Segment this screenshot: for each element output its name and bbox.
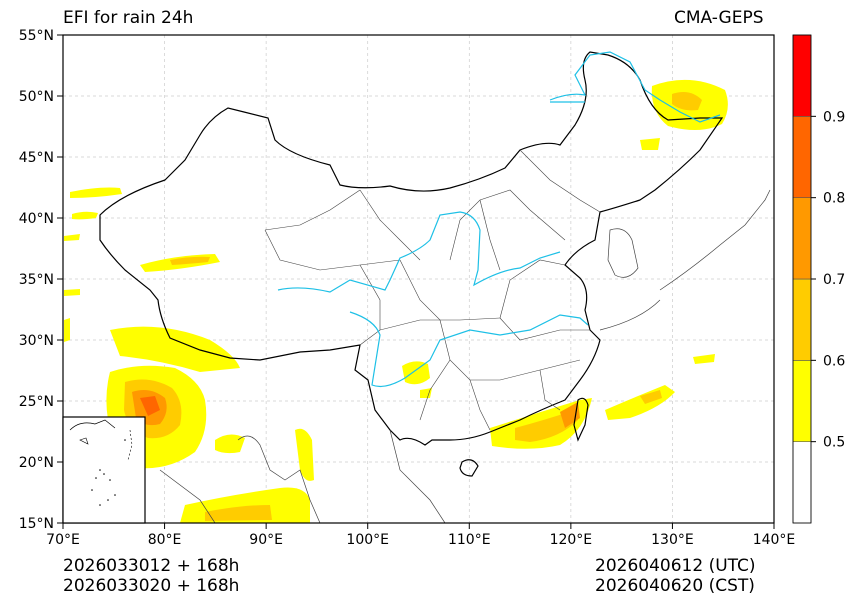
colorbar-segment xyxy=(792,197,812,280)
lon-tick-label: 130°E xyxy=(651,532,694,548)
lat-tick-label: 40°N xyxy=(19,211,54,227)
colorbar-tick-label: 0.5 xyxy=(823,435,845,451)
colorbar-tick-label: 0.6 xyxy=(823,353,845,369)
efi-area-himalaya xyxy=(110,326,240,372)
map-title: EFI for rain 24h xyxy=(63,8,194,28)
init-time-utc: 2026033012 + 168h xyxy=(63,556,240,576)
lat-tick-label: 55°N xyxy=(19,28,54,44)
lon-tick-label: 110°E xyxy=(448,532,491,548)
model-label: CMA-GEPS xyxy=(674,8,764,28)
init-time-cst: 2026033020 + 168h xyxy=(63,576,240,596)
colorbar-tick-label: 0.7 xyxy=(823,272,845,288)
lon-tick-label: 80°E xyxy=(148,532,182,548)
south-china-sea-inset xyxy=(62,416,146,524)
efi-area-western-streak xyxy=(72,211,98,220)
efi-area-yunnan xyxy=(402,361,430,385)
lat-tick-label: 30°N xyxy=(19,333,54,349)
lon-tick-label: 100°E xyxy=(346,532,389,548)
colorbar: 0.5 0.6 0.7 0.8 0.9 xyxy=(792,34,845,524)
lat-tick-label: 20°N xyxy=(19,455,54,471)
lat-tick-label: 35°N xyxy=(19,272,54,288)
efi-area-philippine-sea xyxy=(605,385,675,420)
yangtze-river xyxy=(349,311,589,388)
colorbar-tick-label: 0.8 xyxy=(823,191,845,207)
lon-tick-label: 90°E xyxy=(249,532,283,548)
valid-time-utc: 2026040612 (UTC) xyxy=(595,556,756,576)
efi-map: 70°E 80°E 90°E 100°E 110°E 120°E 130°E 140°E 15°… xyxy=(19,28,846,548)
rivers xyxy=(277,51,721,388)
province-borders xyxy=(264,149,601,431)
lat-tick-label: 25°N xyxy=(19,394,54,410)
amur-river xyxy=(549,51,721,123)
lon-tick-label: 120°E xyxy=(550,532,593,548)
colorbar-segment xyxy=(792,360,812,442)
colorbar-segment xyxy=(792,116,812,198)
map-axes: 70°E 80°E 90°E 100°E 110°E 120°E 130°E 140°E 15°… xyxy=(19,28,796,548)
yellow-river xyxy=(277,211,561,293)
valid-time-cst: 2026040620 (CST) xyxy=(595,576,755,596)
lat-tick-label: 45°N xyxy=(19,150,54,166)
colorbar-tick-label: 0.9 xyxy=(823,109,845,125)
efi-shading xyxy=(64,79,728,523)
national-border xyxy=(99,51,771,523)
colorbar-segment xyxy=(792,278,812,361)
colorbar-segment xyxy=(792,34,812,117)
colorbar-segment xyxy=(792,441,812,524)
lon-tick-label: 140°E xyxy=(753,532,796,548)
lat-tick-label: 15°N xyxy=(19,516,54,532)
efi-area-western-streak xyxy=(70,187,122,198)
lon-tick-label: 70°E xyxy=(46,532,80,548)
lat-tick-label: 50°N xyxy=(19,89,54,105)
